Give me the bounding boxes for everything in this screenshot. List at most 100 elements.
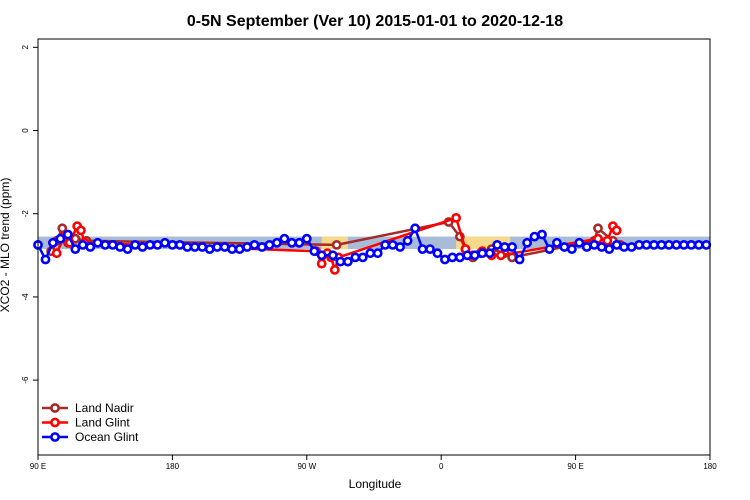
- x-tick-label: 0: [439, 462, 444, 471]
- data-point-land-glint: [316, 258, 327, 269]
- data-point-ocean-glint: [55, 233, 66, 244]
- x-axis-label: Longitude: [349, 477, 402, 491]
- data-point-land-glint: [602, 235, 613, 246]
- data-point-ocean-glint: [410, 223, 420, 234]
- data-point-ocean-glint: [227, 244, 237, 254]
- data-point-ocean-glint: [48, 237, 58, 248]
- data-point-ocean-glint: [342, 256, 353, 267]
- data-point-ocean-glint: [271, 237, 282, 248]
- data-point-ocean-glint: [257, 242, 267, 252]
- data-point-land-glint: [495, 250, 506, 261]
- data-point-ocean-glint: [92, 237, 103, 248]
- data-point-ocean-glint: [100, 239, 111, 250]
- data-point-ocean-glint: [159, 237, 170, 248]
- data-point-ocean-glint: [167, 239, 178, 250]
- data-point-ocean-glint: [115, 242, 125, 252]
- data-point-ocean-glint: [596, 242, 607, 252]
- data-point-ocean-glint: [649, 239, 659, 250]
- data-point-ocean-glint: [522, 237, 532, 248]
- data-point-ocean-glint: [492, 239, 503, 250]
- legend-marker: [50, 403, 60, 413]
- x-axis-ticks: 90 E 180 90 W 0 90 E 180: [30, 455, 717, 471]
- data-point-ocean-glint: [249, 239, 260, 250]
- data-point-ocean-glint: [182, 242, 193, 252]
- data-point-ocean-glint: [350, 252, 361, 263]
- data-point-ocean-glint: [552, 237, 562, 248]
- data-point-land-glint: [51, 248, 62, 259]
- data-point-ocean-glint: [335, 256, 346, 267]
- data-point-ocean-glint: [701, 239, 712, 250]
- data-point-ocean-glint: [693, 239, 704, 250]
- plot-frame: [37, 38, 711, 456]
- data-point-ocean-glint: [462, 250, 473, 261]
- y-axis-label: XCO2 - MLO trend (ppm): [0, 178, 12, 313]
- data-point-ocean-glint: [309, 246, 320, 257]
- data-point-ocean-glint: [85, 242, 96, 252]
- x-tick-label: 180: [166, 462, 180, 471]
- y-tick-label: 0: [21, 128, 30, 133]
- legend-label: Ocean Glint: [75, 430, 139, 444]
- data-point-ocean-glint: [301, 233, 312, 244]
- data-point-ocean-glint: [567, 244, 577, 254]
- data-point-ocean-glint: [581, 242, 592, 252]
- data-point-ocean-glint: [664, 239, 674, 250]
- legend-item-land-nadir: Land Nadir: [42, 401, 134, 415]
- data-point-ocean-glint: [604, 244, 615, 254]
- data-point-ocean-glint: [484, 248, 495, 259]
- y-axis-ticks: 2 0 -2 -4 -6: [21, 45, 38, 384]
- data-point-ocean-glint: [204, 244, 215, 254]
- x-tick-label: 180: [703, 462, 717, 471]
- series-layer: [33, 212, 712, 275]
- data-point-land-nadir: [57, 223, 68, 234]
- data-point-ocean-glint: [529, 231, 540, 242]
- data-point-ocean-glint: [559, 242, 570, 252]
- data-point-ocean-glint: [641, 239, 652, 250]
- data-point-ocean-glint: [432, 248, 443, 259]
- data-point-ocean-glint: [137, 242, 148, 252]
- x-tick-label: 90 E: [567, 462, 583, 471]
- data-point-ocean-glint: [145, 239, 155, 250]
- data-point-land-glint: [76, 225, 86, 236]
- data-point-ocean-glint: [514, 254, 525, 265]
- legend-marker: [50, 432, 60, 442]
- data-point-ocean-glint: [327, 250, 338, 261]
- data-point-ocean-glint: [447, 252, 458, 263]
- legend-item-ocean-glint: Ocean Glint: [42, 430, 139, 444]
- legend-marker: [50, 417, 60, 428]
- data-point-ocean-glint: [439, 254, 450, 265]
- data-point-land-nadir: [331, 239, 342, 250]
- data-point-ocean-glint: [70, 244, 81, 254]
- data-point-ocean-glint: [425, 244, 435, 254]
- data-point-ocean-glint: [574, 237, 585, 248]
- data-point-land-nadir: [593, 223, 603, 234]
- legend-label: Land Glint: [75, 416, 130, 430]
- data-point-ocean-glint: [279, 233, 290, 244]
- legend-item-land-glint: Land Glint: [42, 416, 130, 430]
- data-point-ocean-glint: [395, 242, 405, 252]
- data-point-ocean-glint: [122, 244, 133, 254]
- data-point-ocean-glint: [316, 250, 327, 261]
- chart-title: 0-5N September (Ver 10) 2015-01-01 to 20…: [187, 13, 563, 30]
- data-point-ocean-glint: [626, 242, 637, 252]
- data-point-ocean-glint: [372, 248, 383, 259]
- data-point-land-glint: [329, 264, 340, 275]
- data-point-ocean-glint: [357, 252, 368, 263]
- legend-label: Land Nadir: [75, 401, 134, 415]
- x-tick-label: 90 W: [297, 462, 316, 471]
- data-point-land-glint: [611, 225, 622, 236]
- data-point-ocean-glint: [212, 242, 223, 252]
- data-point-ocean-glint: [189, 242, 200, 252]
- data-point-ocean-glint: [686, 239, 697, 250]
- data-point-ocean-glint: [380, 239, 391, 250]
- data-point-ocean-glint: [544, 244, 555, 254]
- data-point-land-glint: [451, 212, 461, 223]
- series-ocean-glint: [33, 223, 712, 267]
- data-point-ocean-glint: [402, 235, 413, 246]
- data-point-ocean-glint: [469, 250, 480, 261]
- data-point-ocean-glint: [507, 242, 517, 252]
- data-point-ocean-glint: [63, 229, 73, 240]
- y-tick-label: 2: [21, 45, 30, 50]
